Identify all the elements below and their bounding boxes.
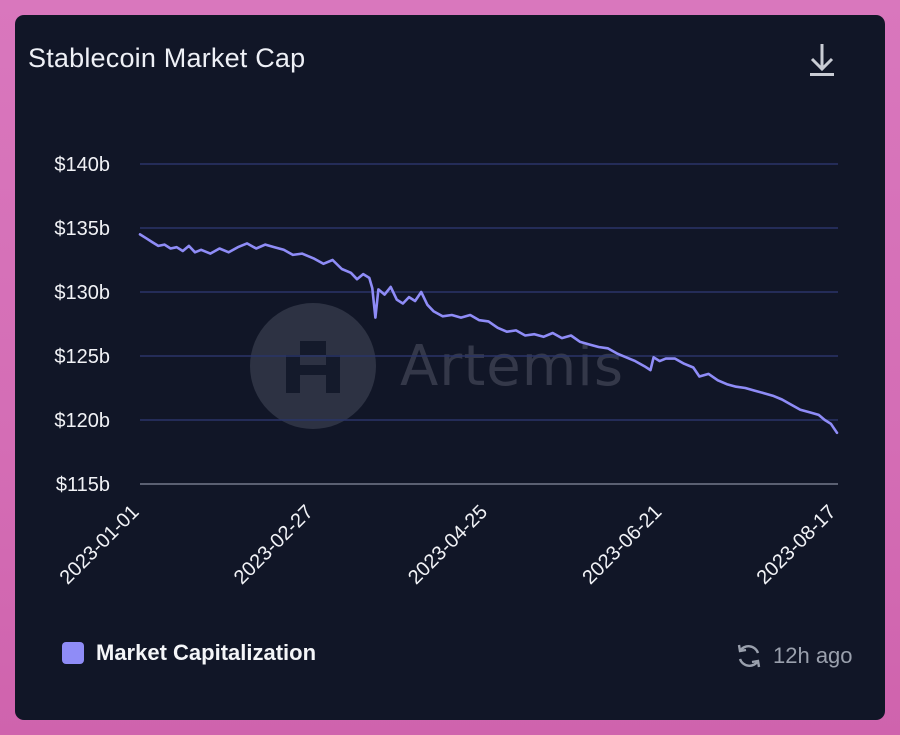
x-tick-label: 2023-08-17 [753,501,841,589]
y-tick-label: $125b [54,346,110,368]
y-tick-label: $135b [54,218,110,240]
x-tick-label: 2023-04-25 [404,501,492,589]
last-updated-text: 12h ago [773,643,853,668]
chart-title: Stablecoin Market Cap [28,43,306,73]
y-tick-label: $115b [56,474,110,496]
y-tick-label: $130b [54,282,110,304]
legend-item-market-capitalization[interactable]: Market Capitalization [62,640,316,666]
chart-card: Stablecoin Market Cap Artemis $115b $120b… [15,15,885,720]
y-tick-label: $120b [54,410,110,432]
line-chart: $115b $120b $125b $130b $135b $140b 2023-01-0… [54,154,841,589]
series-line-market-capitalization [138,233,839,435]
refresh-icon [737,644,761,668]
legend-label: Market Capitalization [96,640,317,665]
refresh-status[interactable]: 12h ago [735,642,853,670]
download-icon[interactable] [805,41,839,83]
x-tick-label: 2023-02-27 [230,501,318,589]
x-tick-label: 2023-01-01 [56,501,144,589]
y-tick-label: $140b [54,154,110,176]
x-tick-label: 2023-06-21 [578,501,666,589]
legend-swatch [62,642,84,664]
